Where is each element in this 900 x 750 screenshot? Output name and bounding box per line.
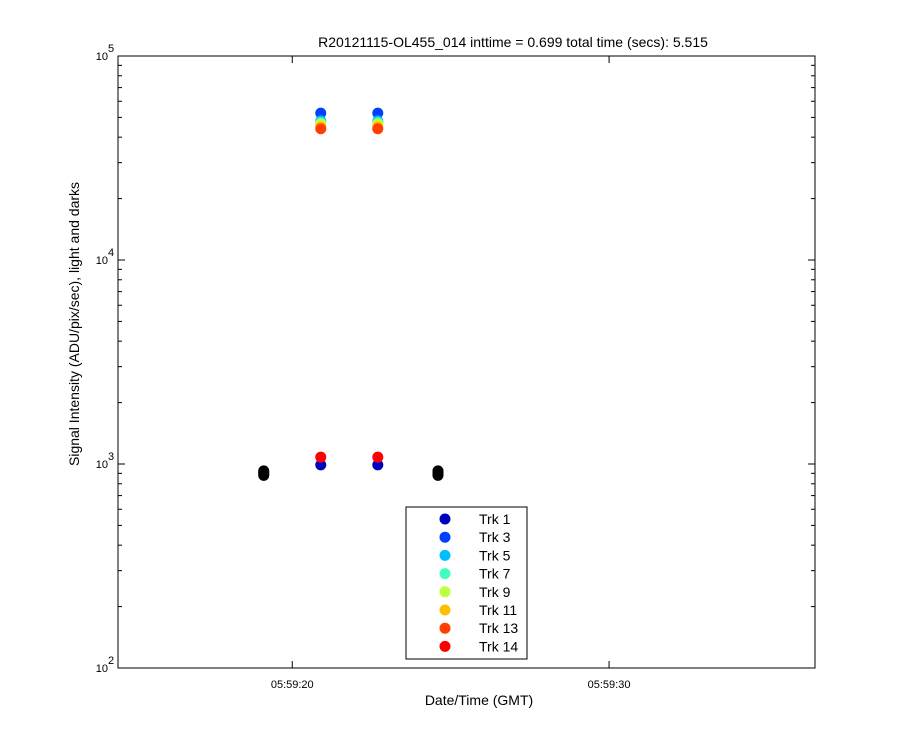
x-axis-ticks: 05:59:20 05:59:30 — [271, 56, 631, 691]
y-tick-exponent: 3 — [108, 451, 114, 463]
legend-label: Trk 9 — [479, 584, 511, 600]
legend-box — [405, 506, 528, 660]
point-trk-1 — [315, 459, 327, 471]
point-trk-3 — [315, 107, 327, 119]
y-tick-label: 10 — [96, 255, 108, 267]
y-tick-exponent: 2 — [108, 655, 114, 667]
legend-label: Trk 3 — [479, 529, 511, 545]
y-axis-label: Signal Intensity (ADU/pix/sec), light an… — [66, 182, 82, 466]
legend-marker — [439, 586, 451, 598]
legend-marker — [439, 549, 451, 561]
y-tick-label: 10 — [96, 51, 108, 63]
chart-title: R20121115-OL455_014 inttime = 0.699 tota… — [318, 34, 708, 50]
legend-label: Trk 5 — [479, 547, 511, 563]
legend-marker — [439, 604, 451, 616]
legend-label: Trk 13 — [479, 620, 518, 636]
dark-point — [432, 465, 444, 477]
x-axis-label: Date/Time (GMT) — [425, 692, 533, 708]
y-tick-exponent: 5 — [108, 43, 114, 55]
legend-marker — [439, 513, 451, 525]
dark-point — [258, 465, 270, 477]
y-tick-exponent: 4 — [108, 247, 114, 259]
point-trk-14 — [372, 451, 384, 463]
data-points — [258, 107, 444, 481]
point-trk-1 — [372, 459, 384, 471]
point-trk-13 — [372, 123, 384, 135]
legend-label: Trk 11 — [479, 602, 517, 618]
legend-label: Trk 14 — [479, 638, 518, 654]
legend-marker — [439, 568, 451, 580]
legend-marker — [439, 531, 451, 543]
legend-label: Trk 1 — [479, 511, 511, 527]
legend: Trk 1 Trk 3 Trk 5 Trk 7 Trk 9 Trk 11 Trk 13 Trk… — [405, 506, 528, 660]
y-tick-label: 10 — [96, 663, 108, 675]
legend-label: Trk 7 — [479, 566, 511, 582]
x-tick-label: 05:59:20 — [271, 679, 314, 691]
point-trk-14 — [315, 451, 327, 463]
x-tick-label: 05:59:30 — [588, 679, 631, 691]
legend-marker — [439, 622, 451, 634]
point-trk-3 — [372, 107, 384, 119]
point-trk-13 — [315, 123, 327, 135]
legend-marker — [439, 640, 451, 652]
y-tick-label: 10 — [96, 459, 108, 471]
